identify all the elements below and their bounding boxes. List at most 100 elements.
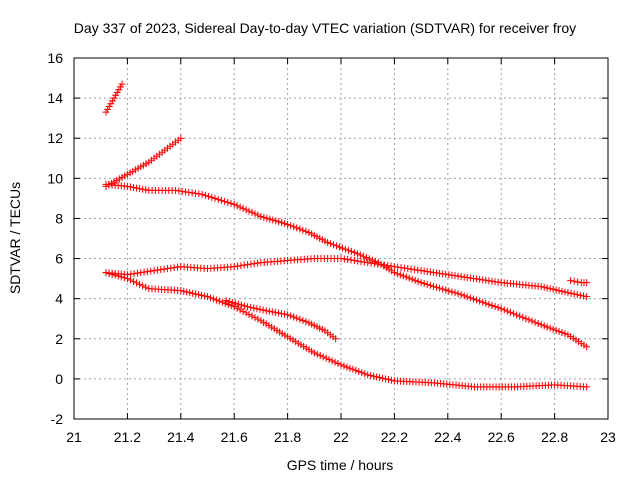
data-point <box>436 284 444 292</box>
data-point <box>513 311 521 319</box>
data-point <box>218 298 226 306</box>
data-point <box>245 310 253 318</box>
data-point <box>528 317 536 325</box>
data-point <box>349 365 357 373</box>
data-point <box>126 276 134 284</box>
data-point <box>225 298 233 306</box>
x-axis-label: GPS time / hours <box>287 457 394 473</box>
data-point <box>573 291 581 299</box>
data-point <box>359 252 367 260</box>
data-point <box>215 297 223 305</box>
data-point <box>552 326 560 334</box>
data-point <box>400 264 408 272</box>
data-point <box>402 273 410 281</box>
data-point <box>268 308 276 316</box>
data-point <box>247 303 255 311</box>
data-point <box>479 298 487 306</box>
data-point <box>407 265 415 273</box>
data-point <box>211 194 219 202</box>
data-point <box>510 310 518 318</box>
data-point <box>347 247 355 255</box>
data-point <box>175 187 183 195</box>
data-point <box>127 270 135 278</box>
data-point <box>228 298 236 306</box>
data-point <box>354 257 362 265</box>
data-point <box>420 280 428 288</box>
data-point <box>293 314 301 322</box>
data-point <box>380 261 388 269</box>
y-axis-label: SDTVAR / TECUs <box>7 182 23 294</box>
data-point <box>271 308 279 316</box>
data-point <box>281 220 289 228</box>
y-tick-label: 8 <box>55 210 63 226</box>
data-point <box>561 288 569 296</box>
data-point <box>570 290 578 298</box>
data-point <box>177 287 185 295</box>
data-point <box>352 366 360 374</box>
data-point <box>394 263 402 271</box>
data-point <box>540 322 548 330</box>
data-point <box>299 226 307 234</box>
data-point <box>558 329 566 337</box>
data-point <box>177 134 185 142</box>
data-point <box>201 292 209 300</box>
data-point <box>387 376 395 384</box>
data-point <box>583 383 591 391</box>
y-tick-label: 6 <box>55 251 63 267</box>
data-point <box>230 303 238 311</box>
data-point <box>180 287 188 295</box>
data-point <box>254 211 262 219</box>
data-point <box>343 363 351 371</box>
data-point <box>136 185 144 193</box>
y-tick-label: 16 <box>47 50 63 66</box>
data-point <box>537 283 545 291</box>
data-point <box>195 291 203 299</box>
data-point <box>500 306 508 314</box>
x-tick-label: 22 <box>333 429 349 445</box>
y-tick-label: 12 <box>47 130 63 146</box>
data-point <box>344 246 352 254</box>
data-point <box>341 245 349 253</box>
data-point <box>439 285 447 293</box>
data-point <box>333 242 341 250</box>
data-point <box>102 269 110 277</box>
data-point <box>171 186 179 194</box>
data-point <box>525 316 533 324</box>
data-point <box>433 283 441 291</box>
data-point <box>275 218 283 226</box>
data-point <box>206 294 214 302</box>
data-point <box>346 364 354 372</box>
data-point <box>491 303 499 311</box>
data-point <box>408 275 416 283</box>
data-point <box>328 357 336 365</box>
data-point <box>222 297 230 305</box>
data-point <box>137 269 145 277</box>
x-tick-label: 22.8 <box>541 429 568 445</box>
data-point <box>214 195 222 203</box>
data-point <box>451 289 459 297</box>
data-point <box>178 187 186 195</box>
data-point <box>429 282 437 290</box>
data-point <box>240 302 248 310</box>
data-point <box>350 257 358 265</box>
data-point <box>552 286 560 294</box>
data-point <box>254 259 262 267</box>
data-point <box>251 210 259 218</box>
data-point <box>227 302 235 310</box>
data-point <box>302 227 310 235</box>
data-point <box>336 243 344 251</box>
data-point <box>284 220 292 228</box>
data-point <box>411 276 419 284</box>
data-point <box>111 271 119 279</box>
data-point <box>583 343 591 351</box>
data-point <box>147 267 155 275</box>
data-point <box>120 274 128 282</box>
data-point <box>231 299 239 307</box>
data-point <box>133 269 141 277</box>
data-point <box>256 305 264 313</box>
data-point <box>126 183 134 191</box>
y-tick-label: 10 <box>47 170 63 186</box>
data-point <box>284 311 292 319</box>
data-point <box>337 255 345 263</box>
